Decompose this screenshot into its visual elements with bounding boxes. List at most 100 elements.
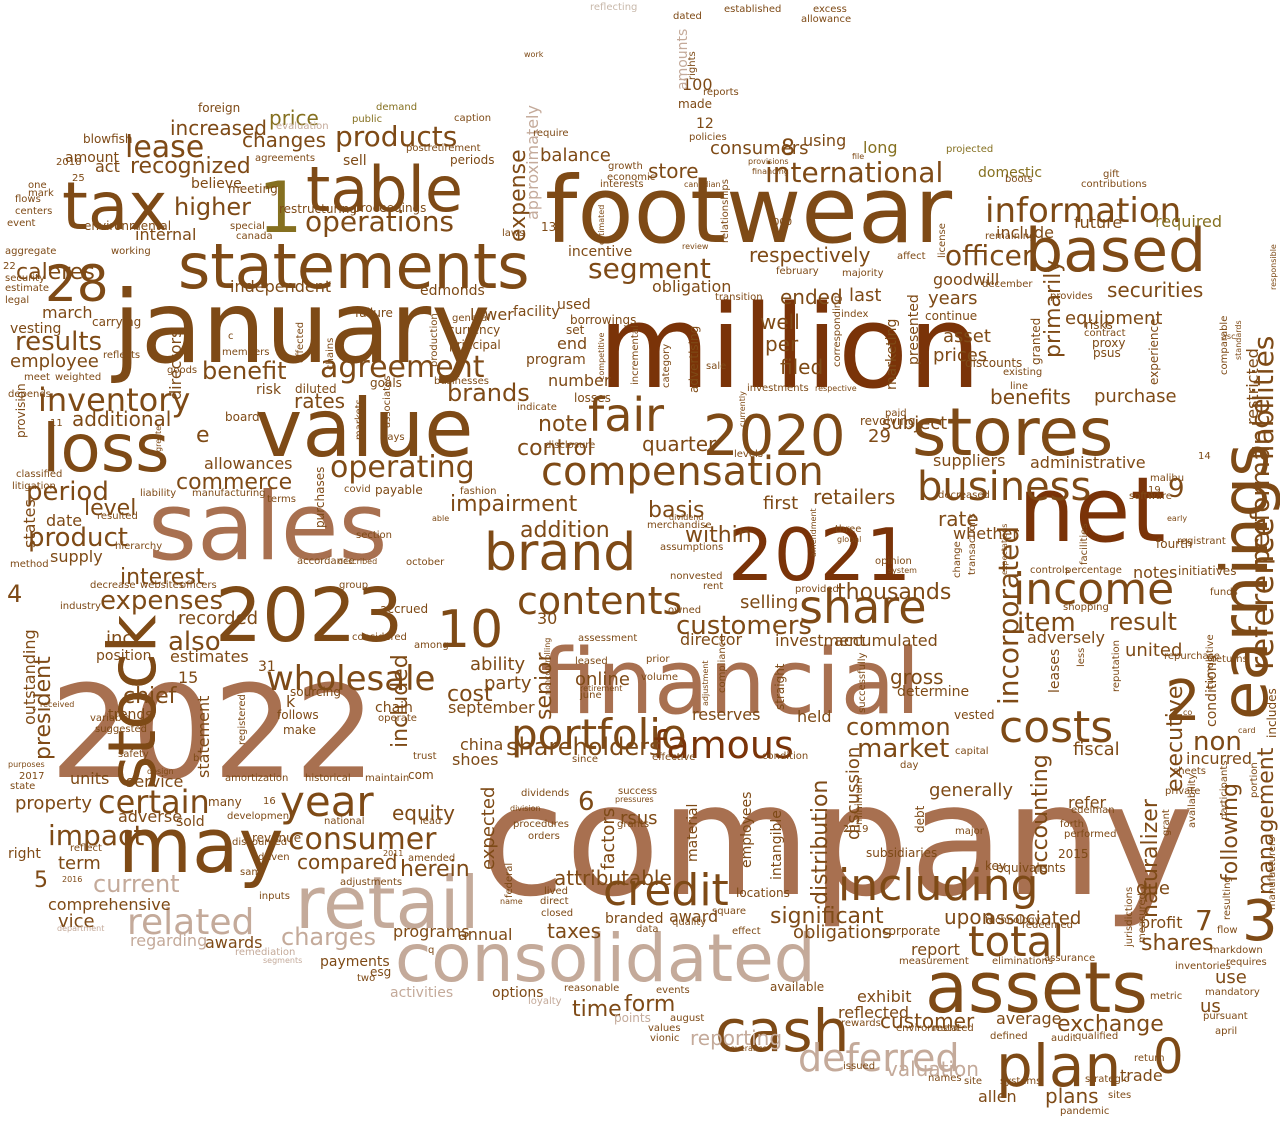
word-returns: returns [1212,653,1248,665]
word-accumulated: accumulated [834,630,938,650]
word-work: work [524,50,544,60]
word-measurement: measurement [899,955,969,967]
word-28: 28 [45,255,109,313]
word-rights: rights [687,51,698,80]
word-trends: trends [108,706,153,723]
word-two: two [357,972,376,984]
word-described: described [338,557,378,567]
word-per: per [765,331,799,356]
word-measured: measured [1137,893,1148,943]
word-economic: economic [607,171,656,183]
word-2020: 2020 [703,404,846,470]
word-store: store [648,158,699,183]
word-recorded: recorded [178,608,258,630]
word-time: time [572,996,622,1022]
word-annual: annual [458,924,513,944]
word-expenses: expenses [100,585,223,616]
word-4: 4 [7,580,23,609]
word-cumulative: cumulative [1205,634,1216,690]
word-also: also [168,626,221,657]
word-lead: lead [420,815,442,827]
word-business: business [917,464,1092,511]
word-chain: chain [375,699,413,716]
word-2011: 2011 [383,849,404,859]
word-since: since [572,753,598,765]
word-centers: centers [15,205,53,217]
word-act: act [95,156,120,176]
word-31: 31 [258,658,276,675]
word-credit: credit [603,864,729,916]
word-review: review [682,242,709,252]
word-benefits: benefits [990,384,1071,409]
word-balance: balance [540,145,611,167]
word-closed: closed [541,907,574,919]
word-cost: cost [447,681,493,707]
word-years: years [928,288,978,310]
word-investments: investments [747,382,809,394]
word-points: points [614,1011,651,1026]
word-reflected: reflected [838,1002,910,1022]
word-borrowings: borrowings [570,313,637,328]
word-asc: asc [1222,332,1236,342]
word-company: company [480,749,1195,931]
word-locations: locations [736,886,790,901]
word-straight: straight [773,663,787,710]
word-canada: canada [236,230,273,242]
word-availability: availability [1187,773,1198,828]
word-allowance: allowance [801,13,852,25]
word-legal: legal [5,294,30,306]
word-driven: driven [258,851,290,863]
word-depends: depends [8,388,51,400]
word-price: price [269,105,319,130]
word-esg: esg [370,965,392,980]
word-long: long [863,137,898,157]
word-liability: liability [140,487,177,499]
word-subject: subject [882,413,948,435]
word-consumers: consumers [710,138,809,160]
word-financing: financing [752,167,789,177]
word-april: april [1215,1025,1238,1037]
word-2022: 2022 [50,659,376,809]
word-litigation: litigation [12,480,56,492]
word-rate: rate [938,506,979,531]
word-2: 2 [1165,669,1201,735]
word-inc: inc [106,628,133,650]
word-evaluation: evaluation [276,120,329,132]
word-segments: segments [263,956,303,966]
word-non: non [1193,726,1242,757]
word-22: 22 [3,260,16,272]
word-shopping: shopping [1063,601,1109,613]
word-whether: whether [953,523,1019,543]
word-compensation: compensation [541,449,824,496]
word-options: options [492,984,544,1001]
word-initiatives: initiatives [1178,564,1237,579]
word-assessment: assessment [578,632,638,644]
word-increased: increased [170,115,267,140]
word-vice: vice [58,911,95,933]
word-trade: trade [1120,1065,1163,1085]
word-relationships: relationships [720,179,731,243]
word-responsible: responsible [1269,244,1278,290]
word-units: units [70,768,110,788]
word-taxes: taxes [547,918,602,943]
word-aggregate: aggregate [5,245,57,257]
word-ability: ability [470,654,526,676]
word-due: due [1136,878,1170,900]
word-property: property [15,793,93,815]
word-manufacturing: manufacturing [192,487,266,499]
word-provides: provides [1050,290,1093,302]
word-revolving: revolving [860,414,916,429]
word-flow: flow [1217,924,1238,936]
word-13: 13 [541,220,557,235]
word-currency: currency [448,323,501,338]
word-co: co [1183,708,1193,718]
word-procedures: procedures [513,818,569,830]
word-websites: websites [140,579,184,591]
word-addition: addition [520,517,610,543]
word-caleres: caleres [16,259,95,285]
word-reputation: reputation [1111,640,1122,692]
word-commerce: commerce [176,469,293,495]
word-results: results [15,326,103,357]
word-comparable: comparable [1219,315,1230,375]
word-restated: restated [932,1022,974,1034]
